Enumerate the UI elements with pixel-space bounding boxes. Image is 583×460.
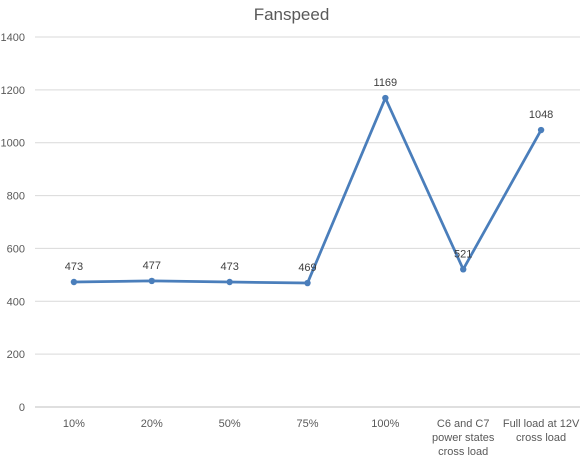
data-label: 473 — [65, 261, 83, 273]
data-label: 473 — [220, 261, 238, 273]
y-tick-label: 0 — [19, 402, 25, 414]
series — [70, 94, 545, 287]
data-point — [537, 126, 545, 134]
data-label: 477 — [143, 260, 161, 272]
x-tick-label: Full load at 12V cross load — [503, 418, 580, 444]
data-point — [382, 94, 389, 102]
y-tick-label: 1400 — [1, 32, 25, 44]
chart-title: Fanspeed — [254, 5, 330, 24]
y-tick-label: 800 — [7, 191, 25, 203]
data-label: 469 — [298, 262, 316, 274]
gridlines — [35, 36, 580, 408]
data-point — [460, 266, 467, 273]
data-point — [226, 278, 233, 286]
data-labels: 473 477 473 469 1169 521 1048 — [65, 77, 554, 274]
data-label: 1048 — [529, 109, 553, 121]
y-tick-label: 1000 — [1, 138, 25, 150]
x-tick-label: 100% — [371, 418, 399, 430]
data-label: 521 — [454, 248, 472, 260]
data-point — [148, 277, 155, 285]
y-tick-label: 600 — [7, 243, 25, 255]
x-tick-label: 20% — [141, 418, 163, 430]
x-tick-label: 10% — [63, 418, 85, 430]
y-axis: 0 200 400 600 800 1000 1200 1400 — [1, 32, 25, 414]
data-point — [70, 278, 78, 286]
y-tick-label: 400 — [7, 296, 25, 308]
x-tick-label: 50% — [219, 418, 241, 430]
y-tick-label: 200 — [7, 349, 25, 361]
x-axis: 10% 20% 50% 75% 100% C6 and C7 power states cro… — [63, 418, 580, 458]
data-point — [304, 279, 311, 287]
x-tick-label: C6 and C7 power states cross load — [432, 418, 495, 458]
data-label: 1169 — [374, 77, 398, 89]
x-tick-label: 75% — [296, 418, 318, 430]
y-tick-label: 1200 — [1, 85, 25, 97]
